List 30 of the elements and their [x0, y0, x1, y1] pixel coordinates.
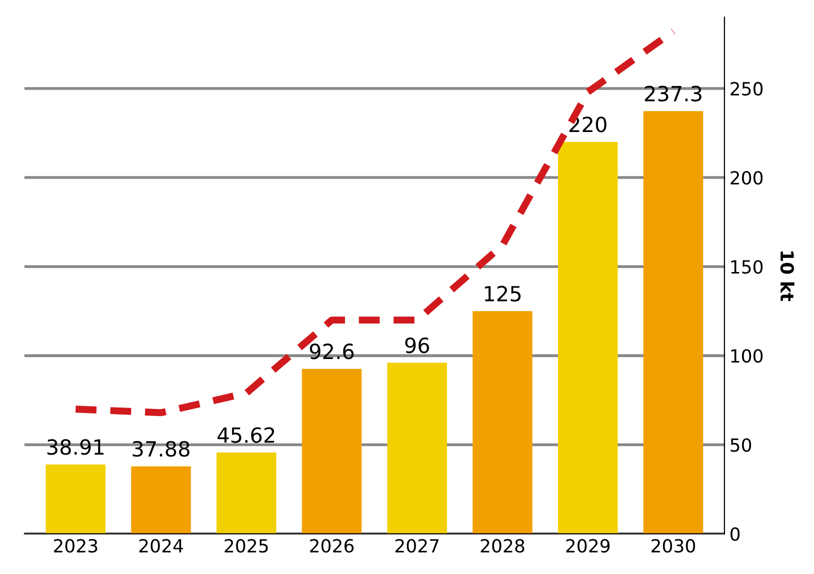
y-tick-label: 0	[730, 527, 740, 541]
y-axis-title: 10 kt	[780, 252, 794, 302]
data-label: 45.62	[218, 427, 274, 443]
x-tick-label: 2026	[310, 539, 354, 553]
bar	[387, 362, 448, 534]
bar	[216, 452, 276, 534]
data-label: 237.3	[644, 86, 702, 102]
y-tick-label: 50	[730, 438, 752, 452]
bar	[643, 111, 704, 534]
bar	[131, 466, 191, 534]
x-tick-label: 2023	[54, 539, 98, 553]
data-label: 96	[405, 337, 430, 354]
y-tick-label: 250	[730, 82, 763, 96]
x-tick-label: 2027	[395, 539, 439, 553]
bar	[46, 464, 106, 534]
x-tick-label: 2024	[139, 539, 183, 553]
y-tick-label: 200	[730, 171, 763, 185]
bar	[472, 311, 532, 534]
x-tick-label: 2025	[224, 539, 268, 553]
data-label: 92.6	[310, 344, 354, 360]
data-label: 38.91	[47, 439, 104, 455]
data-label: 125	[484, 286, 521, 302]
x-tick-label: 2030	[652, 539, 696, 553]
x-tick-label: 2029	[566, 539, 610, 553]
y-tick-label: 100	[731, 349, 763, 363]
data-label: 37.88	[132, 440, 190, 457]
bar	[558, 142, 618, 534]
x-tick-label: 2028	[480, 539, 524, 553]
y-tick-label: 150	[731, 260, 763, 274]
bar	[302, 368, 362, 534]
